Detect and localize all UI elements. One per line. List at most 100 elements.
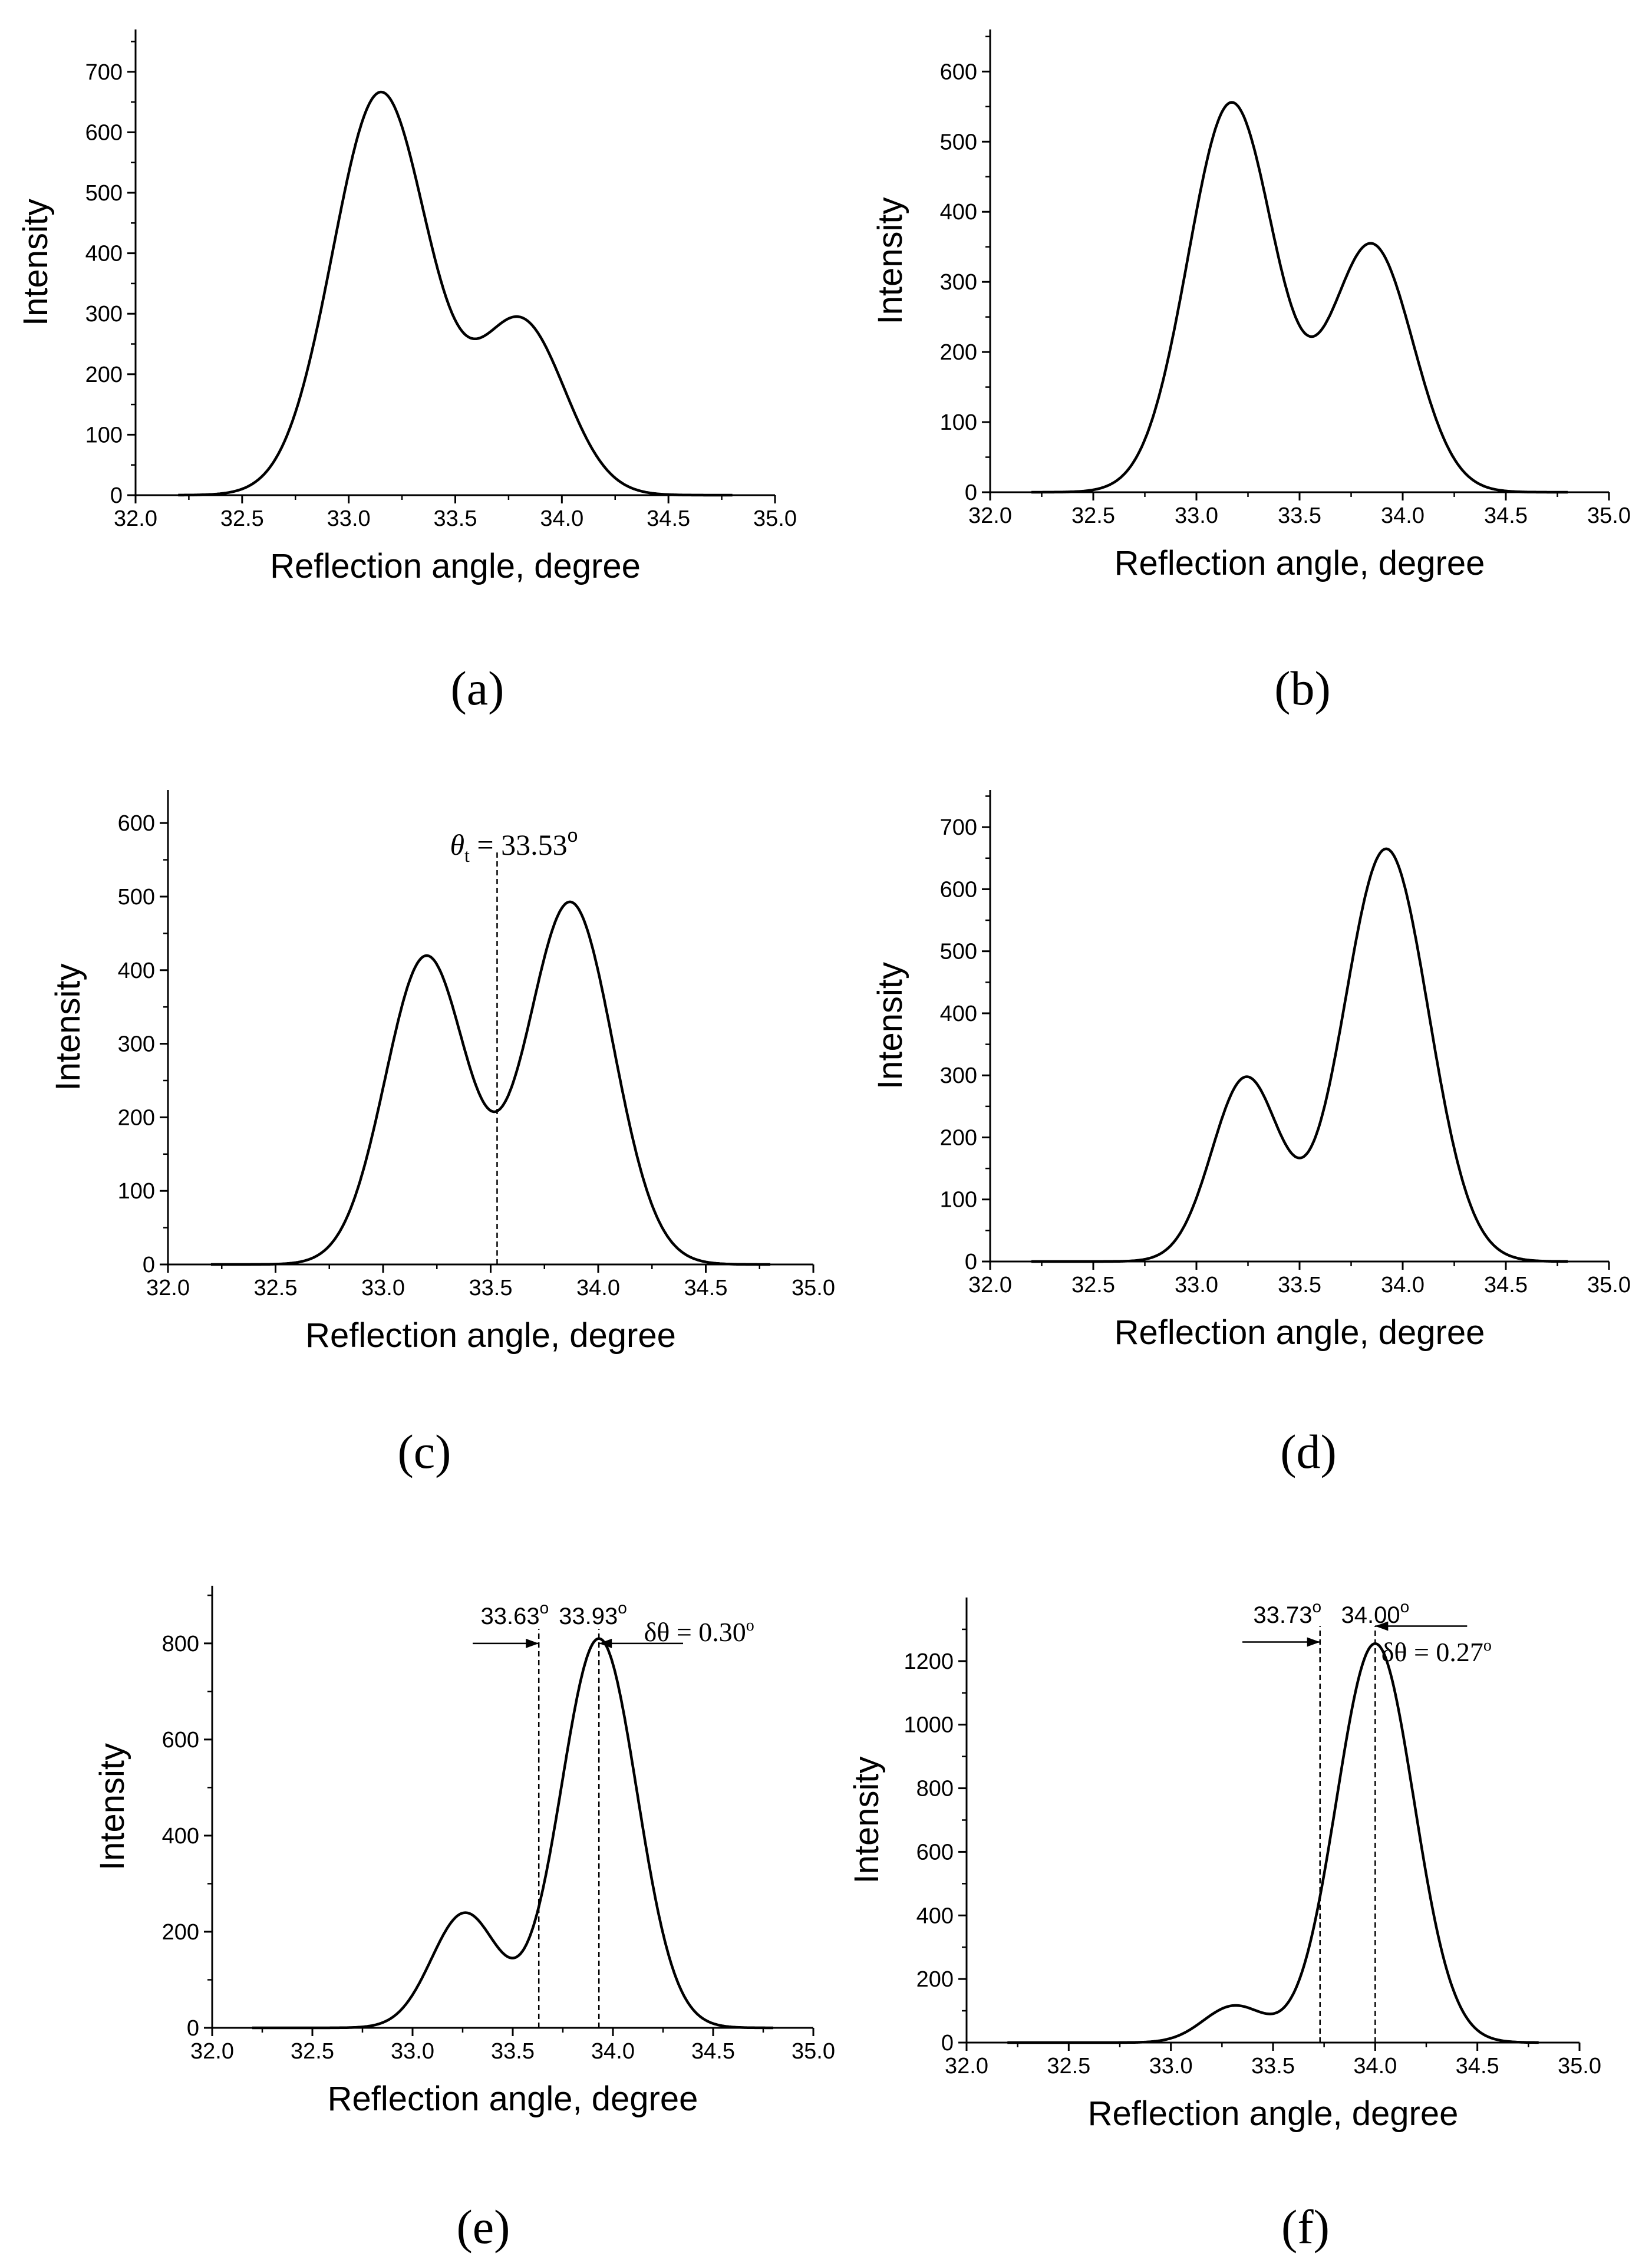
y-tick-label: 500 [940, 130, 977, 154]
x-axis-title: Reflection angle, degree [270, 547, 641, 585]
y-tick-label: 0 [187, 2016, 199, 2041]
x-tick-label: 32.5 [1047, 2054, 1090, 2079]
x-tick-label: 33.5 [434, 506, 477, 531]
y-axis-title: Intensity [871, 197, 909, 325]
x-tick-label: 33.5 [1251, 2054, 1295, 2079]
x-tick-label: 34.0 [591, 2039, 635, 2064]
y-tick-label: 800 [162, 1632, 199, 1656]
annotation-label: 33.93o [559, 1599, 627, 1629]
x-tick-label: 34.5 [1456, 2054, 1499, 2079]
x-tick-label: 33.0 [327, 506, 371, 531]
degree-superscript: o [568, 825, 578, 846]
series-line [252, 1637, 774, 2030]
y-tick-label: 500 [118, 885, 155, 910]
panel-caption: (e) [456, 2200, 510, 2254]
x-axis-title: Reflection angle, degree [1114, 1313, 1485, 1352]
y-tick-label: 600 [118, 811, 155, 836]
annotation-label: 34.00o [1341, 1598, 1409, 1628]
y-tick-label: 400 [916, 1903, 954, 1928]
series-line [1031, 101, 1568, 494]
x-tick-label: 33.5 [469, 1276, 513, 1300]
degree-superscript: o [540, 1599, 549, 1617]
panel-caption: (d) [1280, 1425, 1337, 1478]
y-tick-label: 400 [85, 242, 123, 266]
theta-value: = 33.53 [470, 828, 568, 861]
y-tick-label: 400 [940, 1002, 977, 1026]
degree-superscript: o [746, 1616, 754, 1635]
y-tick-label: 500 [85, 181, 123, 206]
annotation-label: δθ = 0.27o [1381, 1636, 1492, 1667]
x-axis-title: Reflection angle, degree [1114, 544, 1485, 582]
y-axis-title: Intensity [49, 964, 87, 1091]
annotation-label: 33.73o [1253, 1598, 1321, 1628]
y-tick-label: 100 [118, 1179, 155, 1204]
x-tick-label: 32.0 [968, 1273, 1012, 1297]
x-tick-label: 35.0 [792, 2039, 835, 2064]
x-tick-label: 32.5 [254, 1276, 298, 1300]
annotation-label: 33.63o [481, 1599, 549, 1629]
y-axis-title: Intensity [93, 1743, 131, 1870]
y-tick-label: 400 [118, 959, 155, 983]
panel-caption: (f) [1281, 2200, 1330, 2254]
x-tick-label: 33.0 [1149, 2054, 1193, 2079]
x-tick-label: 35.0 [753, 506, 797, 531]
x-axis-title: Reflection angle, degree [1088, 2094, 1459, 2133]
x-tick-label: 34.0 [1381, 1273, 1425, 1297]
y-tick-label: 600 [940, 60, 977, 84]
degree-superscript: o [618, 1599, 627, 1617]
panel-caption: (c) [397, 1425, 451, 1478]
x-tick-label: 33.0 [1175, 503, 1218, 528]
x-tick-label: 35.0 [1587, 503, 1631, 528]
y-tick-label: 0 [143, 1253, 155, 1277]
x-tick-label: 32.0 [968, 503, 1012, 528]
x-tick-label: 33.5 [1278, 1273, 1321, 1297]
x-tick-label: 32.0 [945, 2054, 988, 2079]
theta-symbol: θ [450, 828, 464, 861]
x-tick-label: 32.0 [146, 1276, 190, 1300]
x-tick-label: 34.0 [576, 1276, 620, 1300]
y-tick-label: 400 [940, 200, 977, 225]
y-tick-label: 700 [85, 60, 123, 85]
x-tick-label: 33.5 [491, 2039, 535, 2064]
arrow-head [599, 1638, 612, 1648]
theta-subscript: t [464, 845, 470, 866]
panel-b: 32.0 32.5 33.0 33.5 34.0 34.5 35.0 0 100 200 300 40… [871, 29, 1631, 715]
x-tick-label: 33.0 [361, 1276, 405, 1300]
x-tick-label: 32.5 [1071, 1273, 1115, 1297]
y-tick-label: 500 [940, 940, 977, 964]
y-tick-label: 600 [916, 1840, 954, 1865]
y-tick-label: 700 [940, 815, 977, 840]
x-tick-label: 33.0 [1175, 1273, 1218, 1297]
y-tick-label: 200 [85, 363, 123, 387]
panel-e: 32.0 32.5 33.0 33.5 34.0 34.5 35.0 0 200 400 600 80… [93, 1586, 835, 2254]
y-axis-title: Intensity [848, 1757, 886, 1884]
y-tick-label: 300 [940, 270, 977, 295]
x-tick-label: 33.0 [391, 2039, 434, 2064]
panel-caption: (b) [1274, 661, 1331, 715]
x-tick-label: 34.5 [647, 506, 690, 531]
y-tick-label: 100 [85, 423, 123, 447]
y-tick-label: 400 [162, 1824, 199, 1849]
x-tick-label: 34.0 [1353, 2054, 1397, 2079]
y-tick-label: 200 [162, 1920, 199, 1945]
arrow-head [1307, 1637, 1320, 1647]
degree-superscript: o [1400, 1598, 1410, 1616]
y-tick-label: 1200 [904, 1649, 954, 1674]
y-tick-label: 0 [941, 2031, 954, 2056]
y-tick-label: 0 [110, 483, 123, 508]
y-tick-label: 0 [965, 480, 977, 505]
series-line [1031, 847, 1568, 1263]
x-tick-label: 34.0 [540, 506, 583, 531]
x-axis-title: Reflection angle, degree [328, 2080, 698, 2118]
series-line [1007, 1642, 1539, 2044]
x-tick-label: 32.5 [291, 2039, 334, 2064]
x-tick-label: 33.5 [1278, 503, 1321, 528]
y-tick-label: 100 [940, 1188, 977, 1213]
x-tick-label: 32.0 [114, 506, 157, 531]
series-line [210, 900, 771, 1266]
arrow-head [526, 1638, 539, 1648]
panel-caption: (a) [450, 661, 504, 715]
annotation-label: δθ = 0.30o [644, 1616, 754, 1647]
